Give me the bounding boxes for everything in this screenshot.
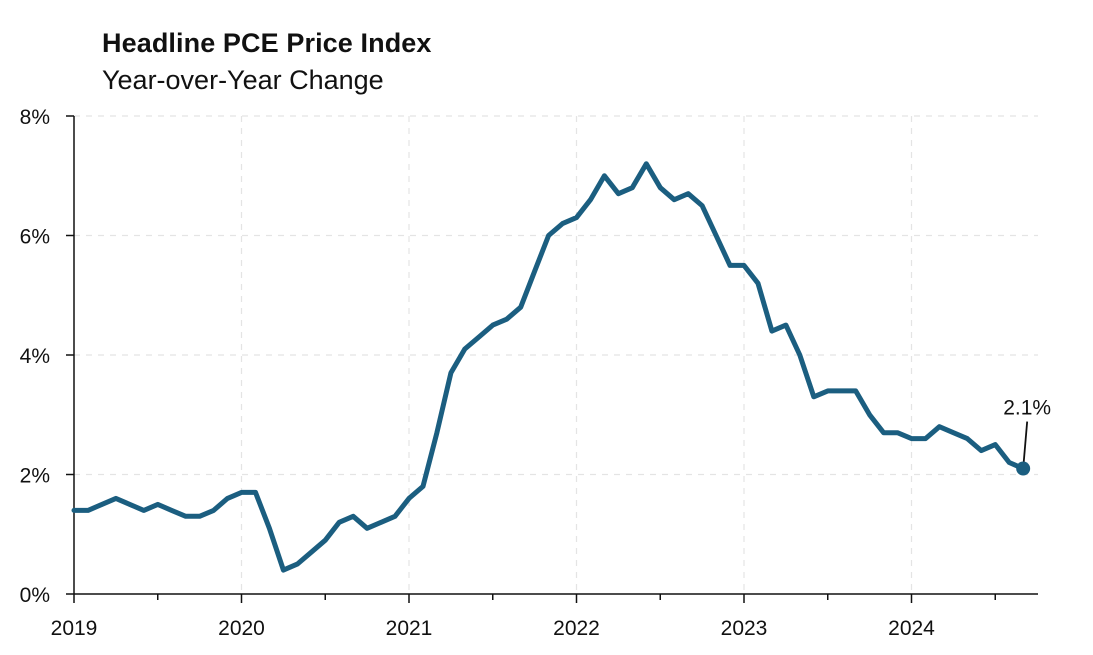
end-point-marker: [1016, 461, 1031, 476]
x-tick-label: 2023: [721, 617, 768, 640]
series-line: [71, 161, 1026, 573]
gridlines: [74, 115, 1038, 594]
y-tick-label: 6%: [20, 226, 50, 249]
y-tick-label: 8%: [20, 106, 50, 129]
x-tick-label: 2020: [218, 617, 265, 640]
series-layer: [71, 161, 1026, 573]
x-tick-label: 2021: [386, 617, 433, 640]
x-tick-label: 2022: [553, 617, 600, 640]
axes: 0% 2% 4% 6% 8% 2019 2020 2021 2022 2023 2024: [20, 106, 1038, 640]
x-tick-label: 2024: [888, 617, 935, 640]
y-tick-label: 0%: [20, 584, 50, 607]
annotation-leader: [1022, 421, 1029, 469]
y-tick-label: 2%: [20, 465, 50, 488]
chart-title: Headline PCE Price Index: [102, 28, 432, 58]
chart-subtitle: Year-over-Year Change: [102, 65, 384, 95]
annotation-label: 2.1%: [1003, 397, 1051, 420]
x-tick-label: 2019: [51, 617, 98, 640]
annotation-layer: 2.1%: [1003, 397, 1051, 476]
y-tick-label: 4%: [20, 345, 50, 368]
